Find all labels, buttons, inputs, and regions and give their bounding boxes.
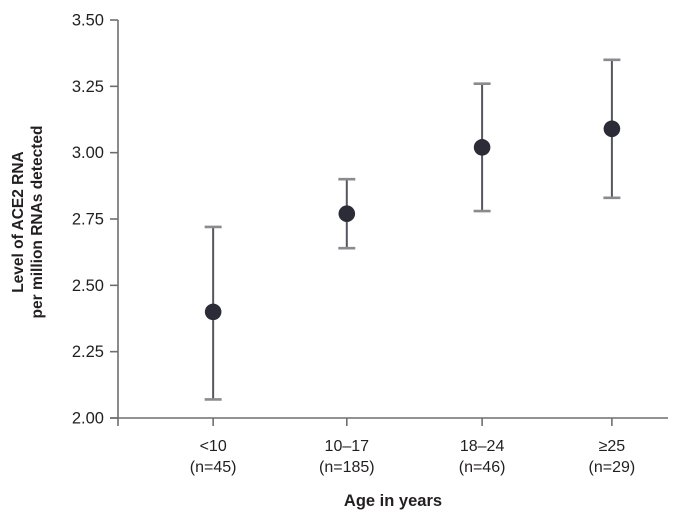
y-tick-label: 3.00 <box>72 144 104 162</box>
x-category-label: <10 <box>200 438 227 455</box>
y-axis-title-line1: Level of ACE2 RNA <box>10 151 27 293</box>
data-point <box>338 205 356 222</box>
x-category-label: ≥25 <box>599 438 626 455</box>
x-category-sublabel: (n=45) <box>190 459 237 476</box>
data-point <box>473 139 491 156</box>
y-tick-label: 2.75 <box>72 211 104 229</box>
data-point <box>603 120 621 138</box>
y-tick-label: 2.00 <box>72 410 104 428</box>
x-category-label: 18–24 <box>460 438 505 455</box>
data-point <box>204 303 222 321</box>
y-axis-title-line2: per million RNAs detected <box>29 125 46 319</box>
y-tick-label: 3.25 <box>72 78 104 96</box>
y-tick-label: 3.50 <box>72 12 104 30</box>
x-axis-title: Age in years <box>343 492 443 510</box>
x-category-sublabel: (n=46) <box>459 459 506 476</box>
y-tick-label: 2.50 <box>72 277 104 295</box>
x-category-sublabel: (n=185) <box>319 459 375 476</box>
x-category-label: 10–17 <box>325 438 370 455</box>
y-axis-title: Level of ACE2 RNA per million RNAs detec… <box>9 22 49 422</box>
y-tick-label: 2.25 <box>72 343 104 361</box>
x-category-sublabel: (n=29) <box>589 459 636 476</box>
